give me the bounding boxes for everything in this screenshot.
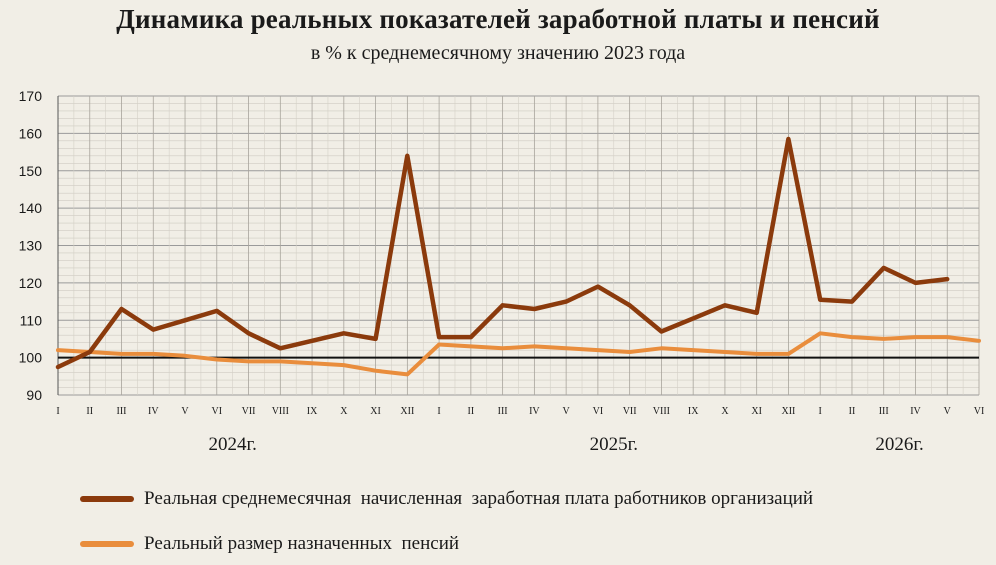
x-tick-label: VI — [974, 406, 985, 417]
y-tick-label: 140 — [19, 200, 43, 216]
y-tick-label: 100 — [19, 350, 43, 366]
legend-swatch-salary — [80, 496, 134, 502]
y-tick-label: 120 — [19, 275, 43, 291]
x-tick-label: V — [944, 406, 952, 417]
legend-item-pension: Реальный размер назначенных пенсий — [80, 533, 459, 555]
year-labels: 2024г. 2025г. 2026г. — [208, 434, 923, 455]
x-tick-label: I — [437, 406, 440, 417]
y-tick-label: 110 — [20, 312, 43, 328]
x-tick-label: X — [721, 406, 729, 417]
y-tick-label: 170 — [19, 88, 43, 104]
y-tick-label: 90 — [26, 387, 42, 403]
x-tick-label: III — [498, 406, 508, 417]
x-tick-label: III — [117, 406, 127, 417]
y-tick-label: 160 — [19, 125, 43, 141]
legend-label-pension: Реальный размер назначенных пенсий — [144, 533, 460, 554]
x-tick-label: V — [181, 406, 189, 417]
year-label: 2026г. — [875, 434, 923, 455]
x-tick-label: I — [56, 406, 59, 417]
chart-subtitle: в % к среднемесячному значению 2023 года — [310, 42, 686, 64]
x-tick-label: II — [468, 406, 475, 417]
year-label: 2025г. — [590, 434, 638, 455]
x-tick-label: VI — [212, 406, 223, 417]
y-axis: 90 100 110 120 130 140 150 160 170 — [19, 88, 43, 403]
y-tick-label: 130 — [19, 238, 43, 254]
x-tick-label: IV — [529, 406, 540, 417]
x-tick-label: VII — [623, 406, 637, 417]
x-tick-label: VIII — [272, 406, 289, 417]
x-tick-label: XI — [751, 406, 762, 417]
x-tick-label: VI — [593, 406, 604, 417]
x-tick-label: XII — [782, 406, 796, 417]
x-tick-label: XII — [400, 406, 414, 417]
x-tick-label: I — [819, 406, 822, 417]
x-tick-label: IX — [307, 406, 318, 417]
x-tick-label: IV — [910, 406, 921, 417]
x-tick-label: X — [340, 406, 348, 417]
y-tick-label: 150 — [19, 163, 43, 179]
series-line-pension — [56, 331, 981, 377]
x-tick-label: II — [86, 406, 93, 417]
x-tick-label: III — [879, 406, 889, 417]
x-tick-label: V — [563, 406, 571, 417]
year-label: 2024г. — [208, 434, 256, 455]
x-tick-label: IV — [148, 406, 159, 417]
legend-swatch-pension — [80, 541, 134, 547]
x-tick-label: VII — [242, 406, 256, 417]
chart-grid — [57, 95, 980, 396]
x-tick-label: II — [849, 406, 856, 417]
chart-title: Динамика реальных показателей заработной… — [116, 4, 880, 34]
x-tick-label: XI — [370, 406, 381, 417]
legend-item-salary: Реальная среднемесячная начисленная зара… — [80, 488, 813, 510]
legend-label-salary: Реальная среднемесячная начисленная зара… — [144, 488, 814, 509]
x-axis: I II III IV V VI VII VIII IX X XI XII I II III IV V VI VII… — [56, 406, 984, 417]
x-tick-label: IX — [688, 406, 699, 417]
x-tick-label: VIII — [653, 406, 670, 417]
series-lines — [55, 136, 981, 377]
series-line-salary — [55, 136, 950, 370]
